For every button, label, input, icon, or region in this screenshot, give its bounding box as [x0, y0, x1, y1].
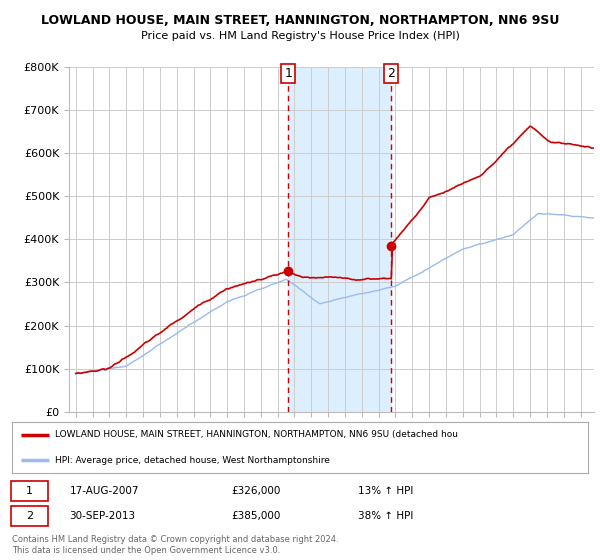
FancyBboxPatch shape	[11, 506, 48, 526]
Text: Price paid vs. HM Land Registry's House Price Index (HPI): Price paid vs. HM Land Registry's House …	[140, 31, 460, 41]
Text: £385,000: £385,000	[231, 511, 280, 521]
Text: 38% ↑ HPI: 38% ↑ HPI	[358, 511, 413, 521]
Text: 2: 2	[26, 511, 33, 521]
Text: HPI: Average price, detached house, West Northamptonshire: HPI: Average price, detached house, West…	[55, 456, 330, 465]
Text: This data is licensed under the Open Government Licence v3.0.: This data is licensed under the Open Gov…	[12, 547, 280, 556]
Text: 17-AUG-2007: 17-AUG-2007	[70, 486, 139, 496]
Text: 30-SEP-2013: 30-SEP-2013	[70, 511, 136, 521]
Bar	[288, 67, 391, 412]
Text: LOWLAND HOUSE, MAIN STREET, HANNINGTON, NORTHAMPTON, NN6 9SU: LOWLAND HOUSE, MAIN STREET, HANNINGTON, …	[41, 14, 559, 27]
Text: 1: 1	[284, 67, 292, 80]
Text: £326,000: £326,000	[231, 486, 280, 496]
Text: Contains HM Land Registry data © Crown copyright and database right 2024.: Contains HM Land Registry data © Crown c…	[12, 535, 338, 544]
FancyBboxPatch shape	[11, 481, 48, 501]
Text: 13% ↑ HPI: 13% ↑ HPI	[358, 486, 413, 496]
Text: 2: 2	[387, 67, 395, 80]
Text: LOWLAND HOUSE, MAIN STREET, HANNINGTON, NORTHAMPTON, NN6 9SU (detached hou: LOWLAND HOUSE, MAIN STREET, HANNINGTON, …	[55, 430, 458, 439]
Text: 1: 1	[26, 486, 33, 496]
